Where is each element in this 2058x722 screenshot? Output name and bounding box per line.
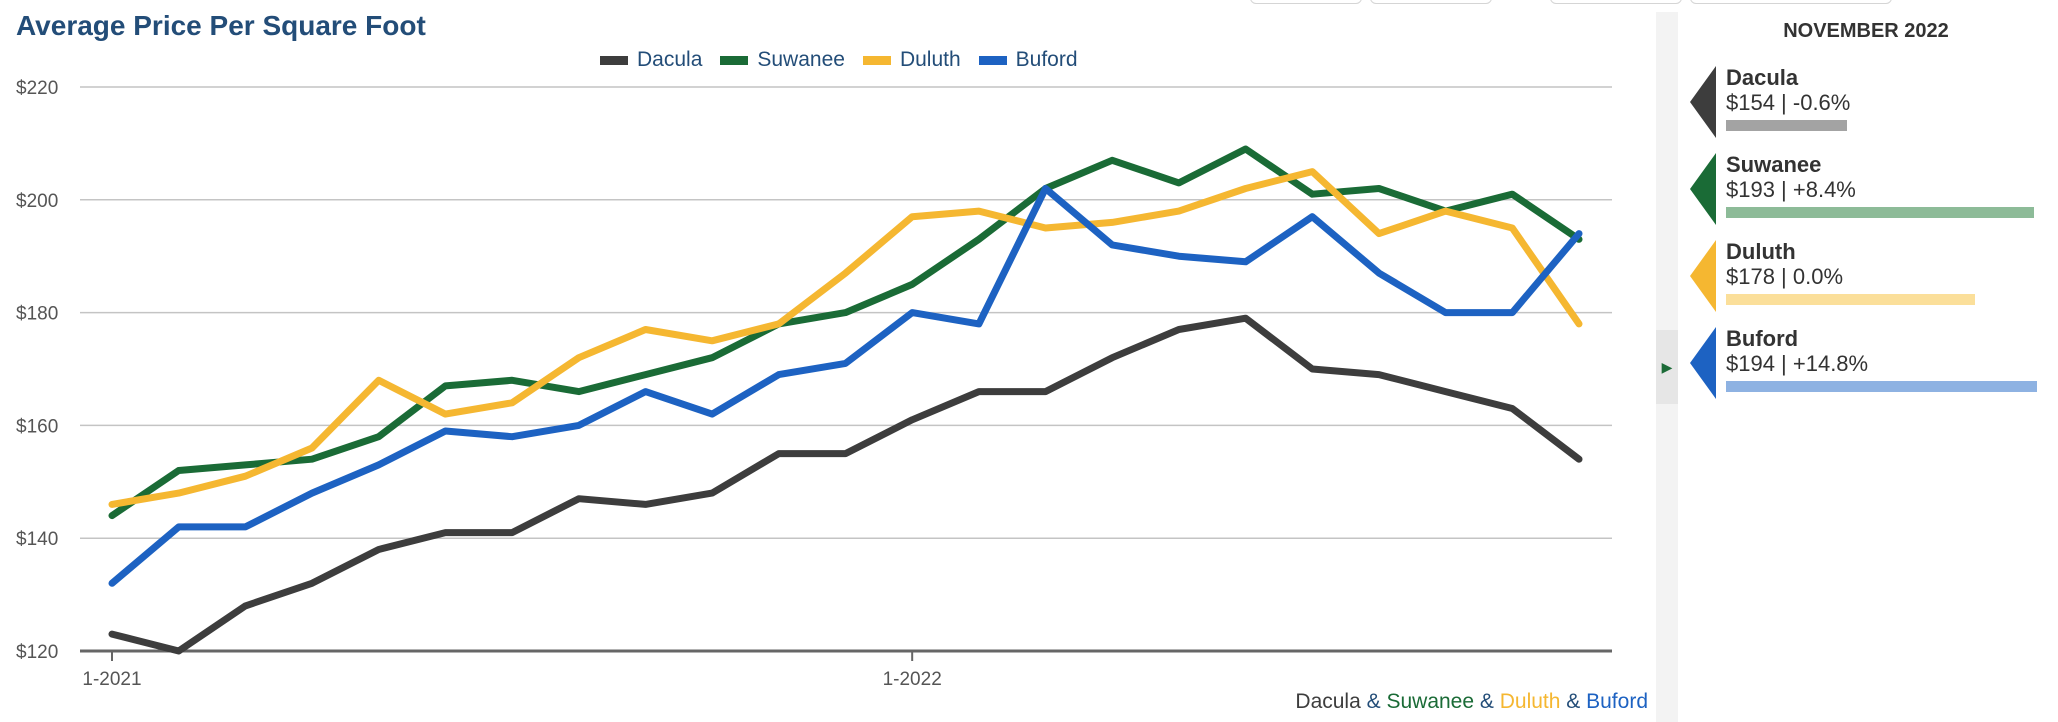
- y-tick-label: $200: [16, 191, 58, 212]
- card-bar: [1726, 381, 2037, 392]
- card-stat: $178 | 0.0%: [1726, 264, 1844, 289]
- card-bar: [1726, 120, 1847, 131]
- panel-title: NOVEMBER 2022: [1783, 20, 1949, 42]
- chart-title: Average Price Per Square Foot: [16, 10, 426, 41]
- chart-legend: Dacula Suwanee Duluth Buford: [600, 48, 1078, 72]
- card-stat: $154 | -0.6%: [1726, 90, 1851, 115]
- footer-name-duluth: Duluth: [1499, 690, 1561, 713]
- card-arrow-icon: [1690, 327, 1716, 399]
- legend-item-suwanee[interactable]: Suwanee: [720, 48, 845, 72]
- legend-item-duluth[interactable]: Duluth: [862, 48, 961, 72]
- y-tick-label: $120: [16, 642, 58, 663]
- card-stat: $193 | +8.4%: [1726, 177, 1856, 202]
- series-line-buford: [108, 185, 1583, 587]
- footer-name-suwanee: Suwanee: [1386, 690, 1475, 713]
- series-line-duluth: [108, 168, 1583, 508]
- y-tick-label: $220: [16, 78, 58, 99]
- legend-label-duluth: Duluth: [899, 48, 961, 71]
- y-tick-label: $140: [16, 529, 58, 550]
- card-arrow-icon: [1690, 66, 1716, 138]
- x-tick-label: 1-2021: [82, 669, 141, 690]
- card-name: Dacula: [1726, 65, 1799, 90]
- summary-card-dacula[interactable]: Dacula $154 | -0.6%: [1690, 65, 2050, 148]
- x-tick-label: 1-2022: [883, 669, 942, 690]
- footer-separator: &: [1474, 690, 1500, 713]
- card-stat: $194 | +14.8%: [1726, 351, 1869, 376]
- series-line-suwanee: [108, 145, 1583, 520]
- legend-swatch-buford: [978, 55, 1007, 65]
- card-bar: [1726, 294, 1975, 305]
- card-arrow-icon: [1690, 240, 1716, 312]
- y-tick-label: $180: [16, 304, 58, 325]
- chevron-right-icon: ▶: [1661, 358, 1673, 375]
- series-line-dacula: [108, 314, 1583, 655]
- card-name: Buford: [1726, 326, 1799, 351]
- footer-separator: &: [1560, 690, 1587, 713]
- footer-name-dacula: Dacula: [1295, 690, 1361, 713]
- panel-toggle-button[interactable]: ▶: [1656, 330, 1678, 404]
- legend-swatch-suwanee: [720, 55, 749, 65]
- chart-footer: Dacula & Suwanee & Duluth & Buford: [1295, 690, 1648, 714]
- legend-swatch-dacula: [600, 55, 628, 65]
- legend-item-dacula[interactable]: Dacula: [600, 48, 702, 72]
- footer-separator: &: [1360, 690, 1387, 713]
- summary-card-suwanee[interactable]: Suwanee $193 | +8.4%: [1690, 152, 2050, 235]
- legend-label-suwanee: Suwanee: [757, 48, 845, 71]
- card-bar: [1726, 207, 2034, 218]
- summary-card-buford[interactable]: Buford $194 | +14.8%: [1690, 326, 2050, 409]
- line-chart: $120 $140 $160 $180 $200 $220 1-2021 1-2022: [16, 78, 1612, 690]
- card-name: Suwanee: [1726, 152, 1822, 177]
- legend-label-dacula: Dacula: [637, 48, 703, 71]
- footer-name-buford: Buford: [1586, 690, 1648, 713]
- summary-panel: NOVEMBER 2022 Dacula $154 | -0.6% Suwane…: [1690, 0, 2058, 722]
- legend-item-buford[interactable]: Buford: [978, 48, 1078, 72]
- legend-label-buford: Buford: [1015, 48, 1078, 71]
- y-tick-label: $160: [16, 416, 58, 437]
- card-name: Duluth: [1726, 239, 1796, 264]
- legend-swatch-duluth: [862, 55, 891, 65]
- card-arrow-icon: [1690, 153, 1716, 225]
- summary-card-duluth[interactable]: Duluth $178 | 0.0%: [1690, 239, 2050, 322]
